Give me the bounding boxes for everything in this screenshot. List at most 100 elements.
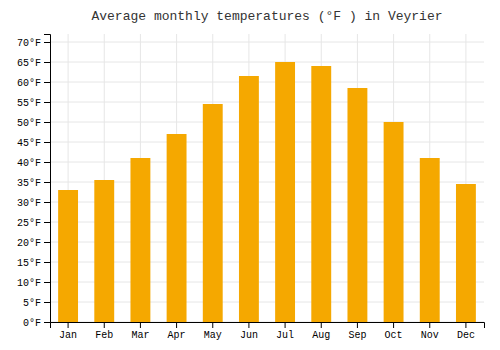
y-grid-line bbox=[50, 102, 484, 103]
x-tick-label: Aug bbox=[312, 330, 330, 341]
x-tick-label: Sep bbox=[348, 330, 366, 341]
y-tick: 45°F bbox=[17, 138, 50, 149]
y-grid-line bbox=[50, 122, 484, 123]
y-tick-mark bbox=[44, 82, 50, 83]
y-tick: 70°F bbox=[17, 38, 50, 49]
bar bbox=[275, 62, 295, 322]
bar bbox=[347, 88, 367, 322]
bar bbox=[203, 104, 223, 322]
bars bbox=[58, 62, 476, 322]
y-tick-mark bbox=[44, 62, 50, 63]
y-tick-label: 5°F bbox=[23, 298, 41, 309]
y-tick-mark bbox=[44, 202, 50, 203]
y-grid-line bbox=[50, 262, 484, 263]
x-tick-label: May bbox=[204, 330, 222, 341]
x-tick-label: Apr bbox=[168, 330, 186, 341]
x-tick-mark bbox=[357, 322, 358, 328]
y-tick-label: 65°F bbox=[17, 58, 41, 69]
x-tick-mark bbox=[248, 322, 249, 328]
x-tick: Nov bbox=[421, 322, 439, 341]
y-tick: 0°F bbox=[23, 318, 50, 329]
bar bbox=[130, 158, 150, 322]
y-tick-mark bbox=[44, 142, 50, 143]
y-tick-mark bbox=[44, 262, 50, 263]
y-grid-line bbox=[50, 82, 484, 83]
y-tick-label: 60°F bbox=[17, 78, 41, 89]
x-tick-label: Dec bbox=[457, 330, 475, 341]
x-tick: Jan bbox=[59, 322, 77, 341]
y-tick-mark bbox=[44, 182, 50, 183]
y-tick-label: 20°F bbox=[17, 238, 41, 249]
y-tick-label: 70°F bbox=[17, 38, 41, 49]
y-grid-line bbox=[50, 222, 484, 223]
y-grid-line bbox=[50, 282, 484, 283]
y-tick-label: 40°F bbox=[17, 158, 41, 169]
y-tick-mark bbox=[44, 42, 50, 43]
bar bbox=[167, 134, 187, 322]
y-tick: 65°F bbox=[17, 58, 50, 69]
y-grid-line bbox=[50, 62, 484, 63]
y-tick-label: 55°F bbox=[17, 98, 41, 109]
bar bbox=[311, 66, 331, 322]
bar bbox=[58, 190, 78, 322]
y-grid-line bbox=[50, 302, 484, 303]
y-tick-label: 10°F bbox=[17, 278, 41, 289]
y-tick: 25°F bbox=[17, 218, 50, 229]
x-tick-mark bbox=[285, 322, 286, 328]
bar bbox=[456, 184, 476, 322]
y-grid-line bbox=[50, 162, 484, 163]
bar bbox=[239, 76, 259, 322]
grid bbox=[50, 34, 484, 322]
x-tick-label: Jan bbox=[59, 330, 77, 341]
x-tick-mark bbox=[176, 322, 177, 328]
y-tick-mark bbox=[44, 102, 50, 103]
y-tick: 50°F bbox=[17, 118, 50, 129]
y-tick: 15°F bbox=[17, 258, 50, 269]
y-tick: 30°F bbox=[17, 198, 50, 209]
y-grid-line bbox=[50, 202, 484, 203]
bar bbox=[420, 158, 440, 322]
y-grid-line bbox=[50, 42, 484, 43]
y-tick-mark bbox=[44, 322, 50, 323]
y-tick-mark bbox=[44, 122, 50, 123]
x-tick: Apr bbox=[168, 322, 186, 341]
x-tick-label: Mar bbox=[131, 330, 149, 341]
y-tick-label: 15°F bbox=[17, 258, 41, 269]
x-tick-mark bbox=[104, 322, 105, 328]
chart: Jan Feb Mar Apr May Jun Jul Aug Sep Oct Nov Dec 0°F 5… bbox=[0, 0, 500, 350]
y-tick-mark bbox=[44, 282, 50, 283]
x-tick: Oct bbox=[385, 322, 403, 341]
x-tick: Sep bbox=[348, 322, 366, 341]
y-tick-label: 35°F bbox=[17, 178, 41, 189]
x-tick-label: Nov bbox=[421, 330, 439, 341]
y-tick: 60°F bbox=[17, 78, 50, 89]
y-tick: 55°F bbox=[17, 98, 50, 109]
x-tick-mark bbox=[393, 322, 394, 328]
bar bbox=[384, 122, 404, 322]
x-tick-mark bbox=[68, 322, 69, 328]
y-tick-mark bbox=[44, 302, 50, 303]
x-tick: Feb bbox=[95, 322, 113, 341]
y-tick-mark bbox=[44, 162, 50, 163]
x-tick-mark bbox=[212, 322, 213, 328]
y-tick-mark bbox=[44, 242, 50, 243]
x-tick-label: Jun bbox=[240, 330, 258, 341]
x-tick-label: Oct bbox=[385, 330, 403, 341]
x-tick-label: Jul bbox=[276, 330, 294, 341]
x-tick: Jul bbox=[276, 322, 294, 341]
x-tick-mark bbox=[140, 322, 141, 328]
x-tick: Mar bbox=[131, 322, 149, 341]
title: Average monthly temperatures (°F ) in Ve… bbox=[91, 9, 442, 24]
y-tick: 10°F bbox=[17, 278, 50, 289]
x-tick-mark bbox=[465, 322, 466, 328]
y-tick-label: 25°F bbox=[17, 218, 41, 229]
y-tick: 5°F bbox=[23, 298, 50, 309]
x-axis-line bbox=[51, 323, 485, 329]
y-tick-label: 30°F bbox=[17, 198, 41, 209]
y-tick: 35°F bbox=[17, 178, 50, 189]
x-tick-mark bbox=[429, 322, 430, 328]
x-axis: Jan Feb Mar Apr May Jun Jul Aug Sep Oct Nov Dec bbox=[51, 322, 485, 341]
y-tick-mark bbox=[44, 222, 50, 223]
y-tick-label: 0°F bbox=[23, 318, 41, 329]
x-tick: Jun bbox=[240, 322, 258, 341]
